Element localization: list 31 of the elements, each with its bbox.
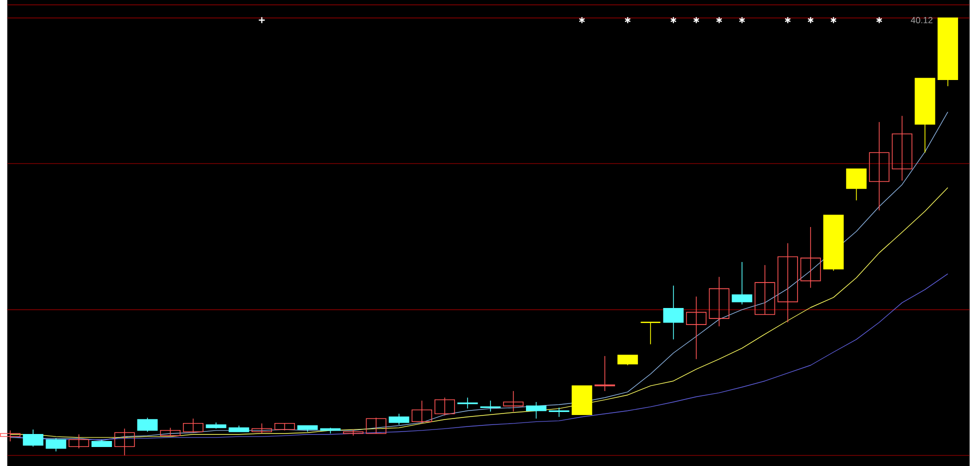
candlestick: [412, 400, 432, 424]
candlestick: [137, 417, 158, 432]
candlestick: [68, 434, 90, 449]
candlestick: [252, 422, 272, 434]
candlestick: [617, 354, 638, 366]
candlestick: [686, 296, 707, 360]
candlestick: [868, 122, 890, 211]
candlestick: [548, 407, 570, 418]
candlestick: [0, 430, 20, 442]
candlestick: [640, 322, 661, 344]
candlestick: [366, 417, 386, 434]
candlestick: [594, 356, 616, 392]
candlestick: [754, 264, 776, 315]
candlestick: [503, 390, 524, 412]
candlestick: [708, 276, 730, 327]
candlestick: [778, 242, 798, 323]
candlestick: [114, 428, 135, 456]
candlestick: [732, 261, 752, 305]
candlestick: [46, 438, 66, 452]
candlestick: [388, 413, 410, 425]
candlestick: [800, 226, 821, 288]
candlestick: [22, 429, 44, 447]
candlestick: [892, 115, 912, 181]
candlestick: [182, 418, 204, 433]
candlestick: [663, 285, 684, 340]
annotation: 40.12: [910, 16, 932, 24]
candlestick: [457, 397, 478, 409]
candlestick: [434, 397, 455, 416]
candlestick: [480, 400, 501, 412]
candlestick: [526, 401, 546, 419]
candlestick: [846, 168, 867, 201]
